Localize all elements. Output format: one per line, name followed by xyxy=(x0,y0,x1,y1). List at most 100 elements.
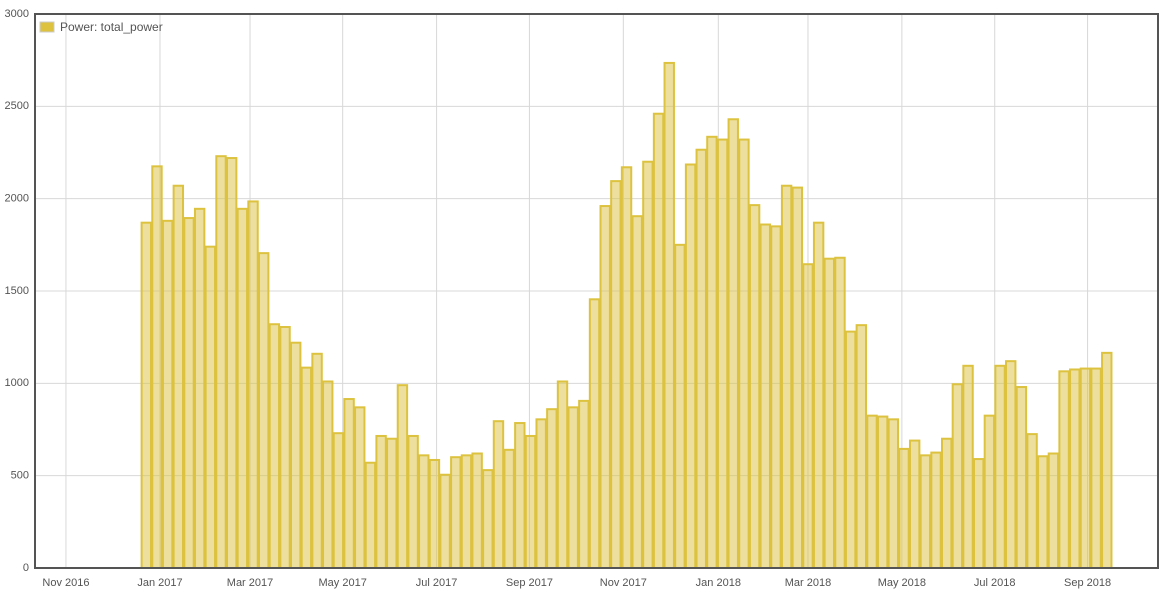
bar xyxy=(1090,367,1102,569)
bar xyxy=(898,447,910,570)
bar xyxy=(1079,367,1092,569)
bar xyxy=(919,454,932,569)
bar xyxy=(300,366,313,569)
x-tick-label: Sep 2018 xyxy=(1064,577,1111,589)
y-tick-label: 1000 xyxy=(5,377,29,389)
bar xyxy=(183,217,195,569)
bar xyxy=(556,380,569,569)
bar xyxy=(535,418,547,569)
bar xyxy=(279,326,291,570)
plot-frame xyxy=(34,13,1159,569)
bar xyxy=(951,383,964,569)
bar xyxy=(151,165,163,569)
y-tick-label: 2000 xyxy=(5,193,29,205)
bar xyxy=(236,207,249,569)
bar xyxy=(407,434,419,570)
bar xyxy=(674,243,686,569)
bar xyxy=(844,330,857,570)
bar xyxy=(546,408,558,570)
x-tick-label: Nov 2017 xyxy=(600,577,647,589)
bar xyxy=(983,414,996,569)
bar xyxy=(738,138,750,569)
bar xyxy=(962,364,974,570)
bar xyxy=(759,223,771,570)
bar xyxy=(1015,386,1028,569)
bar xyxy=(716,138,729,569)
y-tick-label: 1500 xyxy=(5,285,29,297)
bar xyxy=(706,135,718,569)
bar xyxy=(631,215,643,570)
legend-label: Power: total_power xyxy=(60,20,163,34)
bar xyxy=(834,256,846,569)
bar xyxy=(578,399,590,570)
bar xyxy=(322,380,334,569)
bar xyxy=(599,205,611,569)
bar xyxy=(439,473,451,570)
x-tick-label: Jul 2018 xyxy=(974,577,1016,589)
bar xyxy=(172,184,185,570)
bar xyxy=(930,451,942,570)
bar xyxy=(876,415,889,569)
y-tick-label: 2500 xyxy=(5,100,29,112)
bar xyxy=(1037,455,1049,570)
bar xyxy=(727,118,739,569)
bar xyxy=(791,186,803,569)
bar xyxy=(161,219,174,569)
legend-swatch xyxy=(39,21,55,33)
bar xyxy=(1101,351,1113,570)
bar xyxy=(354,406,366,569)
bar xyxy=(225,157,238,569)
bar xyxy=(460,454,473,569)
bar xyxy=(140,221,153,569)
bar xyxy=(887,418,900,569)
bar xyxy=(428,458,441,569)
bar xyxy=(332,432,345,569)
bar xyxy=(652,112,665,569)
bar xyxy=(290,341,302,569)
bar xyxy=(695,148,707,569)
bar xyxy=(311,352,323,569)
x-tick-label: Mar 2017 xyxy=(227,577,273,589)
bar xyxy=(770,225,782,569)
x-tick-label: Jul 2017 xyxy=(416,577,458,589)
x-tick-label: Jan 2018 xyxy=(696,577,741,589)
bar xyxy=(396,384,409,569)
bar xyxy=(450,456,462,570)
y-tick-label: 3000 xyxy=(5,8,29,20)
bar xyxy=(1069,368,1081,569)
bar xyxy=(375,434,387,570)
bar xyxy=(748,204,761,569)
bar xyxy=(812,221,825,569)
bar xyxy=(492,420,505,569)
bar xyxy=(855,324,868,569)
bar xyxy=(503,448,515,569)
bar xyxy=(610,180,622,570)
bar xyxy=(567,406,579,569)
bar xyxy=(482,469,494,570)
bar xyxy=(941,437,953,569)
bar xyxy=(268,323,281,569)
bar xyxy=(1047,452,1060,569)
bar xyxy=(343,398,355,569)
x-tick-label: Jan 2017 xyxy=(137,577,182,589)
x-tick-label: Nov 2016 xyxy=(42,577,89,589)
bar xyxy=(780,184,793,570)
bar xyxy=(386,437,398,569)
bar xyxy=(823,257,836,569)
bar xyxy=(973,458,985,569)
bar xyxy=(642,160,654,569)
bar xyxy=(247,200,259,569)
bar xyxy=(994,364,1006,570)
bar xyxy=(364,461,377,569)
bar xyxy=(684,163,697,569)
bar xyxy=(215,155,227,569)
x-tick-label: May 2017 xyxy=(319,577,367,589)
bar xyxy=(258,252,270,569)
y-tick-label: 500 xyxy=(11,470,29,482)
bar xyxy=(524,434,537,570)
bar xyxy=(204,245,217,569)
bar xyxy=(1026,433,1038,569)
bar xyxy=(908,439,921,569)
bar xyxy=(471,452,483,569)
